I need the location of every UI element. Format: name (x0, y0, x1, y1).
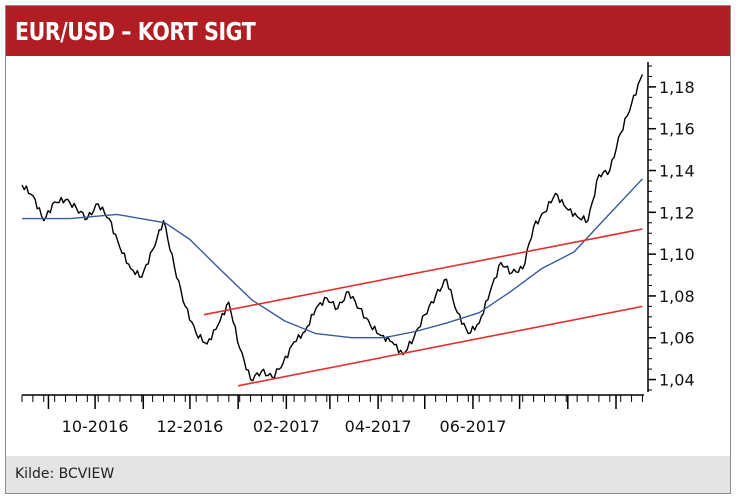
chart-title: EUR/USD – KORT SIGT (15, 17, 256, 46)
x-tick-label: 02-2017 (253, 417, 320, 436)
y-tick-label: 1,10 (659, 245, 695, 264)
price-line-0 (21, 74, 644, 382)
chart-frame: EUR/USD – KORT SIGT 1,04 1,06 1,08 1,10 1,12… (5, 5, 731, 494)
x-tick-label: 06-2017 (440, 417, 507, 436)
chart-footer: Kilde: BCVIEW (6, 456, 730, 493)
y-tick-label: 1,04 (659, 371, 695, 390)
x-tick-label: 04-2017 (345, 417, 412, 436)
y-tick-label: 1,14 (659, 162, 695, 181)
y-tick-label: 1,12 (659, 203, 695, 222)
y-tick-label: 1,18 (659, 78, 695, 97)
channel-line-2 (203, 228, 643, 316)
chart-title-bar: EUR/USD – KORT SIGT (6, 6, 730, 56)
y-tick-label: 1,08 (659, 287, 695, 306)
x-tick-label: 12-2016 (157, 417, 224, 436)
y-tick-label: 1,16 (659, 120, 695, 139)
chart-plot: 1,04 1,06 1,08 1,10 1,12 1,14 1,16 1,18 10-2016 1… (21, 62, 695, 436)
channel-line-3 (237, 305, 643, 387)
series-layer (21, 74, 644, 387)
moving-average-line-1 (22, 178, 643, 339)
source-label: Kilde: BCVIEW (15, 466, 115, 482)
y-tick-label: 1,06 (659, 329, 695, 348)
x-tick-label: 10-2016 (62, 417, 129, 436)
axes-layer: 1,04 1,06 1,08 1,10 1,12 1,14 1,16 1,18 10-2016 1… (21, 62, 695, 436)
